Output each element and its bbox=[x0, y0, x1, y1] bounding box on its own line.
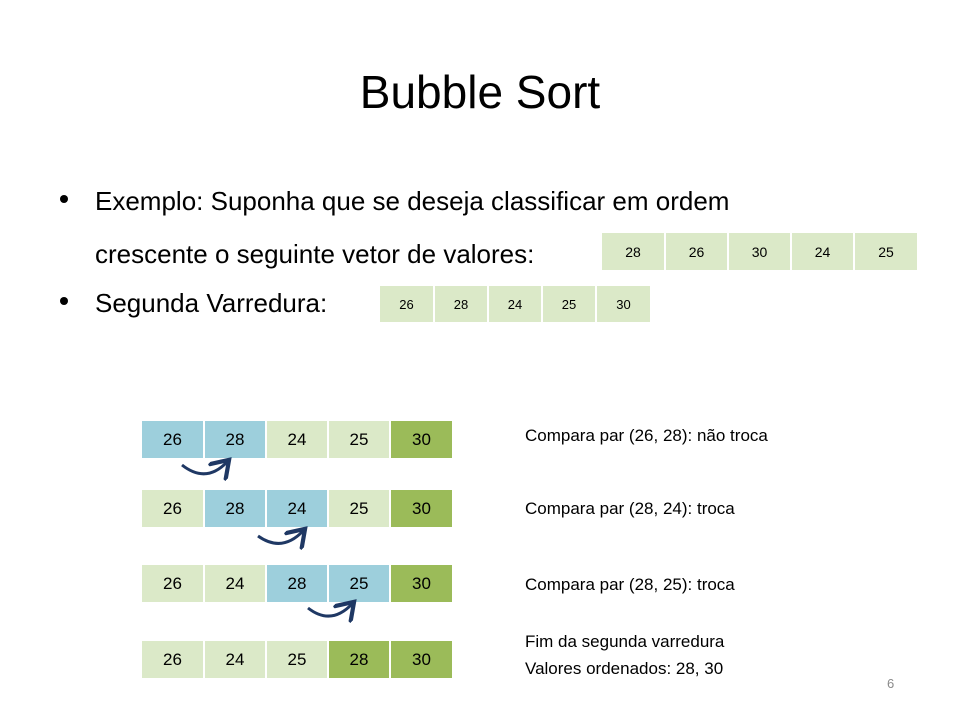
step-4-label-line-2: Valores ordenados: 28, 30 bbox=[525, 659, 724, 678]
initial-vector-cell: 26 bbox=[665, 233, 728, 270]
step-3-vector: 26 24 28 25 30 bbox=[142, 564, 452, 602]
step-cell: 25 bbox=[328, 421, 390, 458]
step-cell: 24 bbox=[266, 421, 328, 458]
step-1-label: Compara par (26, 28): não troca bbox=[525, 426, 768, 445]
second-pass-cell: 25 bbox=[542, 286, 596, 322]
second-pass-cell: 28 bbox=[434, 286, 488, 322]
step-cell: 28 bbox=[328, 641, 390, 678]
step-cell: 30 bbox=[390, 641, 452, 678]
second-pass-cell: 24 bbox=[488, 286, 542, 322]
step-4-vector: 26 24 25 28 30 bbox=[142, 640, 452, 678]
step-cell: 30 bbox=[390, 421, 452, 458]
step-1-vector: 26 28 24 25 30 bbox=[142, 420, 452, 458]
step-3-label: Compara par (28, 25): troca bbox=[525, 575, 735, 594]
initial-vector-cell: 24 bbox=[791, 233, 854, 270]
second-pass-cell: 30 bbox=[596, 286, 650, 322]
curved-arrow-icon bbox=[257, 531, 303, 543]
step-cell: 24 bbox=[204, 641, 266, 678]
step-cell: 25 bbox=[266, 641, 328, 678]
step-2-label: Compara par (28, 24): troca bbox=[525, 499, 735, 518]
initial-vector-cell: 28 bbox=[602, 233, 665, 270]
step-cell: 25 bbox=[328, 565, 390, 602]
page-number: 6 bbox=[887, 676, 895, 691]
curved-arrow-icon bbox=[181, 462, 227, 474]
bullet-dot-1 bbox=[60, 195, 68, 203]
step-cell: 30 bbox=[390, 490, 452, 527]
step-cell: 28 bbox=[266, 565, 328, 602]
initial-vector: 28 26 30 24 25 bbox=[602, 232, 917, 270]
step-2-vector: 26 28 24 25 30 bbox=[142, 489, 452, 527]
step-cell: 30 bbox=[390, 565, 452, 602]
initial-vector-cell: 25 bbox=[854, 233, 917, 270]
slide-title: Bubble Sort bbox=[359, 66, 601, 118]
step-cell: 26 bbox=[142, 490, 204, 527]
bullet-dot-2 bbox=[60, 297, 68, 305]
step-cell: 26 bbox=[142, 641, 204, 678]
curved-arrow-icon bbox=[307, 604, 352, 616]
step-cell: 28 bbox=[204, 421, 266, 458]
step-cell: 24 bbox=[266, 490, 328, 527]
step-cell: 24 bbox=[204, 565, 266, 602]
second-pass-cell: 26 bbox=[380, 286, 434, 322]
step-cell: 26 bbox=[142, 565, 204, 602]
step-cell: 26 bbox=[142, 421, 204, 458]
step-cell: 28 bbox=[204, 490, 266, 527]
second-pass-vector: 26 28 24 25 30 bbox=[380, 285, 650, 322]
step-4-label-line-1: Fim da segunda varredura bbox=[525, 632, 725, 651]
bullet-text-line-1: Exemplo: Suponha que se deseja classific… bbox=[95, 186, 730, 216]
step-cell: 25 bbox=[328, 490, 390, 527]
bullet-text-line-2: crescente o seguinte vetor de valores: bbox=[95, 239, 535, 269]
bullet-text-line-3: Segunda Varredura: bbox=[95, 288, 328, 318]
initial-vector-cell: 30 bbox=[728, 233, 791, 270]
